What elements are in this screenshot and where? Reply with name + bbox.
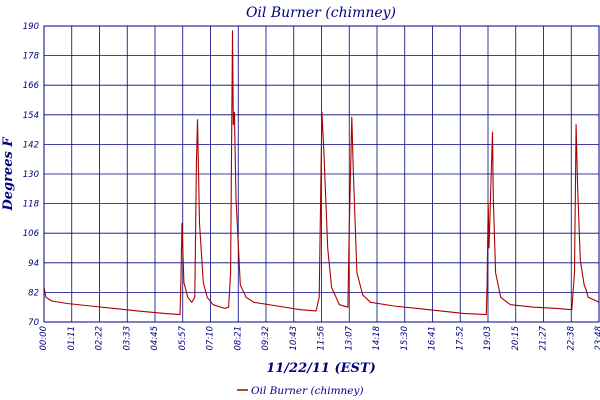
legend-label: Oil Burner (chimney) — [251, 385, 364, 397]
x-tick-label: 11:56 — [317, 325, 327, 350]
x-tick-label: 01:11 — [67, 326, 77, 351]
y-tick-label: 190 — [23, 22, 39, 32]
x-tick-label: 19:03 — [483, 326, 493, 351]
x-tick-label: 03:33 — [122, 326, 132, 351]
y-tick-label: 70 — [28, 318, 39, 328]
x-tick-label: 23:48 — [594, 325, 600, 350]
x-tick-label: 17:52 — [455, 326, 465, 351]
y-tick-label: 166 — [23, 81, 40, 91]
x-tick-label: 00:00 — [39, 326, 49, 351]
x-axis-label: 11/22/11 (EST) — [266, 361, 376, 376]
x-tick-label: 09:32 — [261, 326, 271, 351]
series-group — [43, 30, 600, 316]
plot-border — [43, 25, 600, 323]
x-tick-label: 02:22 — [95, 326, 105, 351]
x-tick-label: 15:30 — [400, 326, 410, 351]
x-tick-label: 20:15 — [511, 326, 521, 351]
y-tick-label: 178 — [23, 52, 40, 62]
y-tick-label: 106 — [23, 229, 40, 239]
x-tick-label: 22:38 — [566, 325, 576, 350]
x-tick-label: 08:21 — [233, 326, 243, 351]
y-axis-ticks: 70 82 94 106 118 130 142 154 166 178 190 — [23, 22, 40, 328]
y-tick-label: 94 — [28, 259, 39, 269]
x-tick-label: 07:10 — [206, 326, 216, 351]
y-tick-label: 154 — [23, 111, 39, 121]
x-tick-label: 10:43 — [289, 326, 299, 351]
x-tick-label: 16:41 — [428, 326, 438, 351]
x-tick-label: 13:07 — [344, 325, 354, 350]
series-line-oil-burner — [43, 30, 600, 316]
x-tick-label: 14:18 — [372, 325, 382, 350]
x-tick-label: 04:45 — [150, 326, 160, 351]
y-tick-label: 82 — [28, 288, 39, 298]
y-tick-label: 130 — [23, 170, 39, 180]
y-tick-label: 142 — [23, 140, 39, 150]
x-axis-ticks: 00:00 01:11 02:22 03:33 04:45 05:57 07:10 08:21… — [39, 325, 600, 350]
y-axis-label: Degrees F — [1, 137, 16, 212]
x-tick-label: 05:57 — [178, 325, 188, 350]
y-tick-label: 118 — [23, 200, 40, 210]
chart-title: Oil Burner (chimney) — [246, 5, 396, 21]
legend: Oil Burner (chimney) — [237, 385, 364, 397]
x-tick-label: 21:27 — [539, 325, 549, 350]
